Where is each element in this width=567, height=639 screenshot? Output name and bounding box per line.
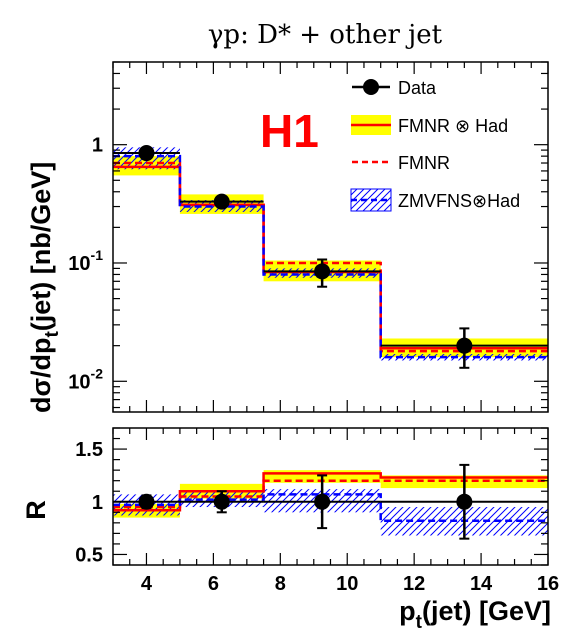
main-series-line-1: [113, 161, 548, 353]
ratio-data-point-2: [314, 493, 331, 510]
ratio-y-tick-label-2: 1.5: [75, 439, 103, 461]
legend-label-data: Data: [398, 78, 437, 98]
main-data-point-2: [314, 263, 331, 280]
main-y-tick-label-2: 10-2: [68, 365, 103, 393]
chart-title: γp: D* + other jet: [208, 20, 443, 50]
ratio-y-tick-labels: 0.5 1 1.5: [75, 439, 103, 566]
experiment-label: H1: [260, 105, 319, 157]
x-tick-labels: 4 6 8 10 12 14 16: [141, 573, 559, 595]
x-tick-label-0: 4: [141, 573, 153, 595]
main-y-tick-label-0: 1: [92, 135, 103, 157]
legend-label-fmnr: FMNR: [398, 153, 450, 173]
x-tick-label-4: 12: [403, 573, 425, 595]
main-ticks: [112, 61, 549, 412]
main-data-point-0: [138, 145, 155, 162]
main-series-line-2: [113, 154, 548, 359]
legend-label-fmnr-had: FMNR ⊗ Had: [398, 116, 508, 136]
ratio-y-tick-label-1: 1: [92, 492, 103, 514]
x-tick-label-2: 8: [275, 573, 286, 595]
main-y-tick-label-1: 10-1: [68, 247, 103, 275]
legend: Data FMNR ⊗ Had FMNR ZMVFNS⊗Had: [350, 78, 520, 212]
main-lines: [113, 154, 548, 359]
ratio-y-tick-label-0: 0.5: [75, 544, 103, 566]
ratio-data-point-3: [456, 493, 473, 510]
legend-item-fmnr: FMNR: [352, 153, 450, 173]
main-bands: [113, 147, 548, 361]
ratio-panel: 0.5 1 1.5 4 6 8 10 12 14 16 R pt(jet) [GeV]: [21, 427, 559, 633]
x-tick-label-5: 14: [470, 573, 493, 595]
ratio-data-point-1: [213, 493, 230, 510]
main-panel: 1 10-1 10-2 H1 Data FMNR ⊗ Had FMNR ZMVFNS…: [26, 61, 549, 413]
ratio-ticks: [112, 427, 549, 566]
x-axis-label: pt(jet) [GeV]: [399, 596, 551, 633]
ratio-data-points: [113, 463, 548, 540]
main-data-points: [113, 145, 548, 369]
ratio-series-line-1: [113, 479, 548, 509]
main-data-point-3: [456, 337, 473, 354]
legend-item-data: Data: [352, 78, 437, 98]
legend-item-zmvfns: ZMVFNS⊗Had: [350, 188, 520, 212]
ratio-data-point-0: [138, 493, 155, 510]
ratio-lines: [113, 472, 548, 522]
main-y-tick-labels: 1 10-1 10-2: [68, 135, 103, 394]
legend-item-fmnr-had: FMNR ⊗ Had: [351, 115, 508, 136]
x-tick-label-3: 10: [336, 573, 358, 595]
y-axis-label-main: dσ/dpt(jet) [nb/GeV]: [26, 162, 63, 413]
legend-label-zmvfns: ZMVFNS⊗Had: [398, 191, 520, 211]
ratio-series-line-2: [113, 493, 548, 522]
x-tick-label-6: 16: [537, 573, 559, 595]
x-tick-label-1: 6: [208, 573, 219, 595]
main-data-point-1: [213, 193, 230, 210]
y-axis-label-ratio: R: [21, 500, 51, 520]
